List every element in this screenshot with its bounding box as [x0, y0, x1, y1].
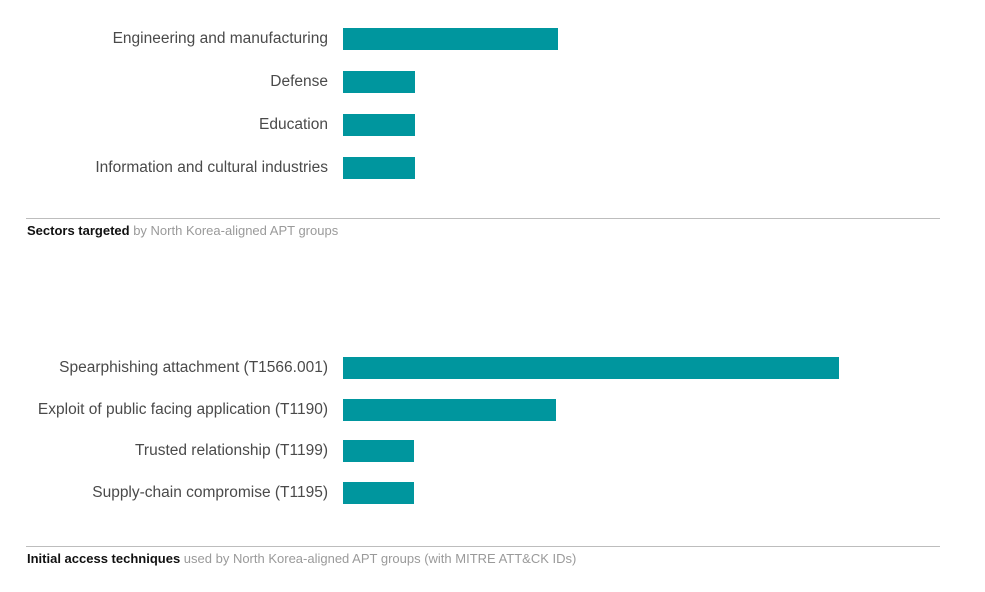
sector-row: Education: [0, 114, 985, 138]
initial-access-divider: [26, 546, 940, 547]
technique-label: Trusted relationship (T1199): [135, 442, 328, 460]
sectors-divider: [26, 218, 940, 219]
technique-label: Exploit of public facing application (T1…: [37, 400, 328, 418]
initial-access-chart: Spearphishing attachment (T1566.001) Expl…: [0, 330, 985, 580]
initial-access-caption: Initial access techniques used by North …: [27, 551, 576, 566]
technique-bar: [343, 440, 414, 463]
technique-bar: [343, 482, 414, 505]
initial-access-caption-bold: Initial access techniques: [27, 551, 181, 566]
technique-label: Supply-chain compromise (T1195): [92, 484, 328, 502]
technique-row: Trusted relationship (T1199): [0, 440, 985, 464]
sectors-caption-rest: by North Korea-aligned APT groups: [129, 223, 339, 238]
technique-label: Spearphishing attachment (T1566.001): [59, 359, 328, 376]
sector-row: Engineering and manufacturing: [0, 28, 985, 52]
sector-bar: [343, 28, 559, 50]
initial-access-caption-rest: used by North Korea-aligned APT groups (…: [180, 551, 577, 566]
sector-bar: [343, 114, 415, 136]
sector-bar: [343, 157, 415, 179]
sector-row: Defense: [0, 71, 985, 95]
sector-label: Education: [259, 116, 328, 133]
sector-label: Engineering and manufacturing: [112, 30, 328, 47]
technique-bar: [343, 357, 840, 379]
technique-row: Spearphishing attachment (T1566.001): [0, 357, 985, 381]
sector-row: Information and cultural industries: [0, 157, 985, 181]
sectors-caption: Sectors targeted by North Korea-aligned …: [27, 223, 338, 238]
technique-row: Supply-chain compromise (T1195): [0, 482, 985, 506]
sector-label: Information and cultural industries: [95, 159, 328, 176]
technique-row: Exploit of public facing application (T1…: [0, 398, 985, 423]
sectors-caption-bold: Sectors targeted: [27, 223, 130, 238]
sector-bar: [343, 71, 415, 93]
sectors-targeted-chart: Engineering and manufacturing Defense Educ…: [0, 0, 985, 250]
technique-bar: [343, 398, 556, 421]
sector-label: Defense: [270, 73, 328, 90]
